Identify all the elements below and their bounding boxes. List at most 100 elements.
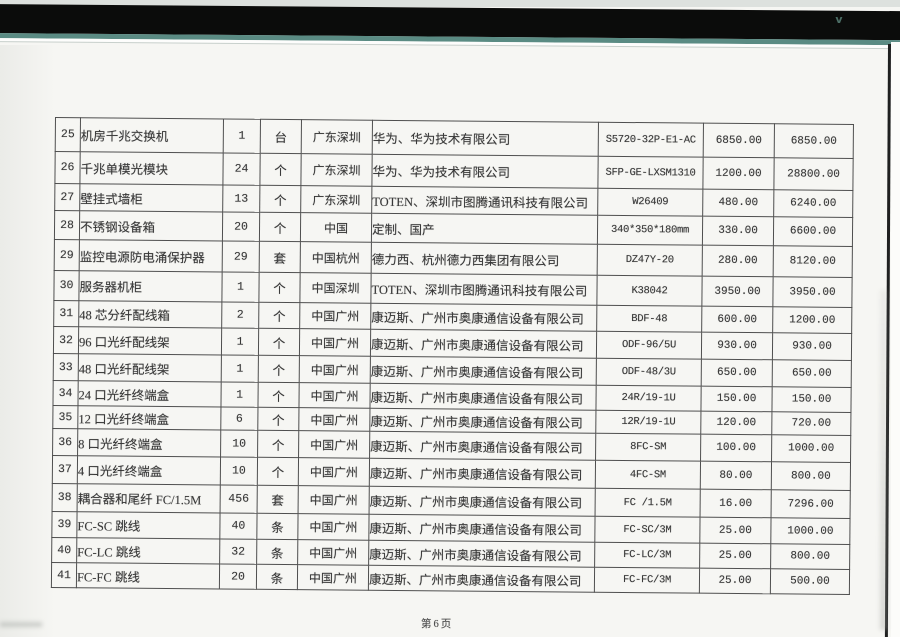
cell-row-number: 36: [52, 428, 78, 456]
cell-unit-price: 25.00: [699, 517, 772, 544]
cell-model: ODF-96/5U: [596, 331, 702, 360]
cell-row-number: 28: [54, 210, 80, 240]
cell-item-name: 12 口光纤终端盒: [77, 405, 221, 430]
cell-model: SFP-GE-LXSM1310: [597, 156, 704, 190]
cell-row-number: 33: [53, 353, 79, 381]
cell-quantity: 13: [222, 184, 260, 213]
cell-total-price: 28800.00: [773, 157, 854, 191]
cell-unit-price: 480.00: [702, 189, 774, 217]
cell-manufacturer: 康迈斯、广州市奥康通信设备有限公司: [369, 486, 596, 517]
cell-unit: 个: [257, 407, 299, 431]
cell-model: 340*350*180mm: [597, 215, 703, 246]
cell-model: K38042: [596, 275, 703, 307]
cell-item-name: 4 口光纤终端盒: [77, 455, 221, 485]
cell-manufacturer: 康迈斯、广州市奥康通信设备有限公司: [368, 565, 595, 593]
cell-origin: 中国广州: [298, 407, 370, 432]
cell-quantity: 1: [221, 271, 260, 303]
cell-total-price: 6600.00: [773, 216, 853, 247]
cell-unit: 个: [259, 212, 301, 242]
scanner-edge-right-white: [891, 42, 900, 637]
scanner-edge-top-light: [0, 0, 900, 7]
cell-manufacturer: 康迈斯、广州市奥康通信设备有限公司: [369, 408, 596, 434]
cell-unit-price: 80.00: [700, 461, 772, 490]
cell-model: DZ47Y-20: [597, 244, 703, 277]
cell-item-name: 监控电源防电涌保护器: [79, 239, 223, 272]
cell-manufacturer: 康迈斯、广州市奥康通信设备有限公司: [370, 356, 597, 386]
cell-row-number: 30: [53, 270, 80, 301]
cell-total-price: 1000.00: [771, 434, 851, 463]
cell-quantity: 1: [220, 381, 259, 408]
cell-item-name: 机房千兆交换机: [80, 117, 224, 153]
cell-manufacturer: 康迈斯、广州市奥康通信设备有限公司: [369, 383, 597, 411]
cell-item-name: FC-SC 跳线: [76, 511, 221, 539]
cell-row-number: 27: [54, 183, 80, 211]
cell-unit: 台: [260, 119, 302, 154]
cell-unit-price: 25.00: [699, 543, 771, 569]
cell-quantity: 20: [222, 211, 260, 242]
cell-unit-price: 280.00: [702, 245, 774, 277]
cell-quantity: 1: [221, 327, 259, 356]
cell-total-price: 1000.00: [770, 517, 851, 545]
cell-unit: 套: [259, 241, 301, 273]
cell-row-number: 26: [54, 151, 81, 184]
cell-item-name: FC-FC 跳线: [76, 562, 220, 589]
cell-quantity: 32: [219, 538, 257, 565]
cell-item-name: 服务器机柜: [78, 270, 223, 302]
cell-unit: 个: [259, 185, 301, 213]
equipment-table-body: 25 机房千兆交换机 1 台 广东深圳 华为、华为技术有限公司 S5720-32…: [51, 117, 854, 595]
cell-unit: 个: [257, 430, 299, 458]
cell-total-price: 650.00: [772, 359, 852, 388]
cell-total-price: 3950.00: [772, 276, 853, 308]
cell-item-name: 千兆单模光模块: [79, 151, 224, 185]
cell-origin: 中国广州: [299, 328, 371, 357]
cell-unit: 个: [258, 328, 300, 356]
cell-unit: 个: [258, 302, 300, 329]
cell-quantity: 2: [221, 301, 259, 329]
cell-manufacturer: 华为、华为技术有限公司: [372, 120, 599, 157]
cell-unit-price: 6850.00: [703, 123, 775, 158]
cell-unit-price: 3950.00: [701, 276, 774, 307]
cell-item-name: 96 口光纤配线架: [78, 326, 222, 355]
cell-origin: 广东深圳: [300, 153, 373, 187]
cell-row-number: 40: [51, 537, 77, 563]
cell-item-name: 不锈钢设备箱: [79, 210, 223, 241]
page-number: 第6页: [421, 619, 454, 630]
cell-total-price: 500.00: [770, 568, 850, 595]
cell-origin: 中国广州: [297, 564, 369, 591]
cell-row-number: 25: [55, 117, 81, 152]
equipment-table: 25 机房千兆交换机 1 台 广东深圳 华为、华为技术有限公司 S5720-32…: [51, 117, 854, 595]
cell-total-price: 7296.00: [771, 489, 851, 519]
cell-unit-price: 330.00: [702, 216, 774, 246]
cell-unit-price: 600.00: [701, 306, 773, 333]
cell-origin: 中国广州: [298, 430, 370, 459]
cell-model: 12R/19-1U: [595, 410, 701, 435]
cell-origin: 中国广州: [299, 355, 371, 384]
scan-artifact-mark: v: [835, 13, 843, 26]
cell-unit-price: 150.00: [700, 386, 773, 412]
cell-unit-price: 930.00: [701, 332, 773, 360]
cell-item-name: 壁挂式墙柜: [79, 183, 223, 212]
cell-row-number: 34: [52, 380, 79, 406]
cell-manufacturer: 康迈斯、广州市奥康通信设备有限公司: [368, 514, 596, 543]
cell-unit: 条: [256, 564, 298, 590]
cell-manufacturer: 康迈斯、广州市奥康通信设备有限公司: [369, 458, 596, 489]
cell-item-name: 48 口光纤配线架: [78, 353, 222, 382]
cell-model: FC-LC/3M: [594, 542, 700, 569]
cell-unit-price: 100.00: [700, 434, 772, 462]
cell-origin: 中国广州: [297, 539, 369, 566]
cell-total-price: 1200.00: [772, 306, 852, 334]
cell-manufacturer: 康迈斯、广州市奥康通信设备有限公司: [368, 540, 595, 568]
cell-item-name: 48 芯分纤配线箱: [78, 300, 222, 328]
cell-quantity: 10: [220, 456, 258, 486]
cell-origin: 广东深圳: [300, 185, 372, 214]
cell-model: 4FC-SM: [595, 460, 701, 490]
cell-manufacturer: TOTEN、深圳市图腾通讯科技有限公司: [371, 186, 598, 216]
cell-manufacturer: 康迈斯、广州市奥康通信设备有限公司: [370, 303, 597, 332]
cell-model: FC /1.5M: [595, 488, 701, 518]
cell-manufacturer: 华为、华为技术有限公司: [371, 154, 599, 189]
cell-row-number: 29: [54, 239, 80, 271]
cell-quantity: 24: [222, 152, 261, 186]
cell-unit-price: 650.00: [701, 359, 773, 387]
cell-model: BDF-48: [596, 305, 702, 333]
